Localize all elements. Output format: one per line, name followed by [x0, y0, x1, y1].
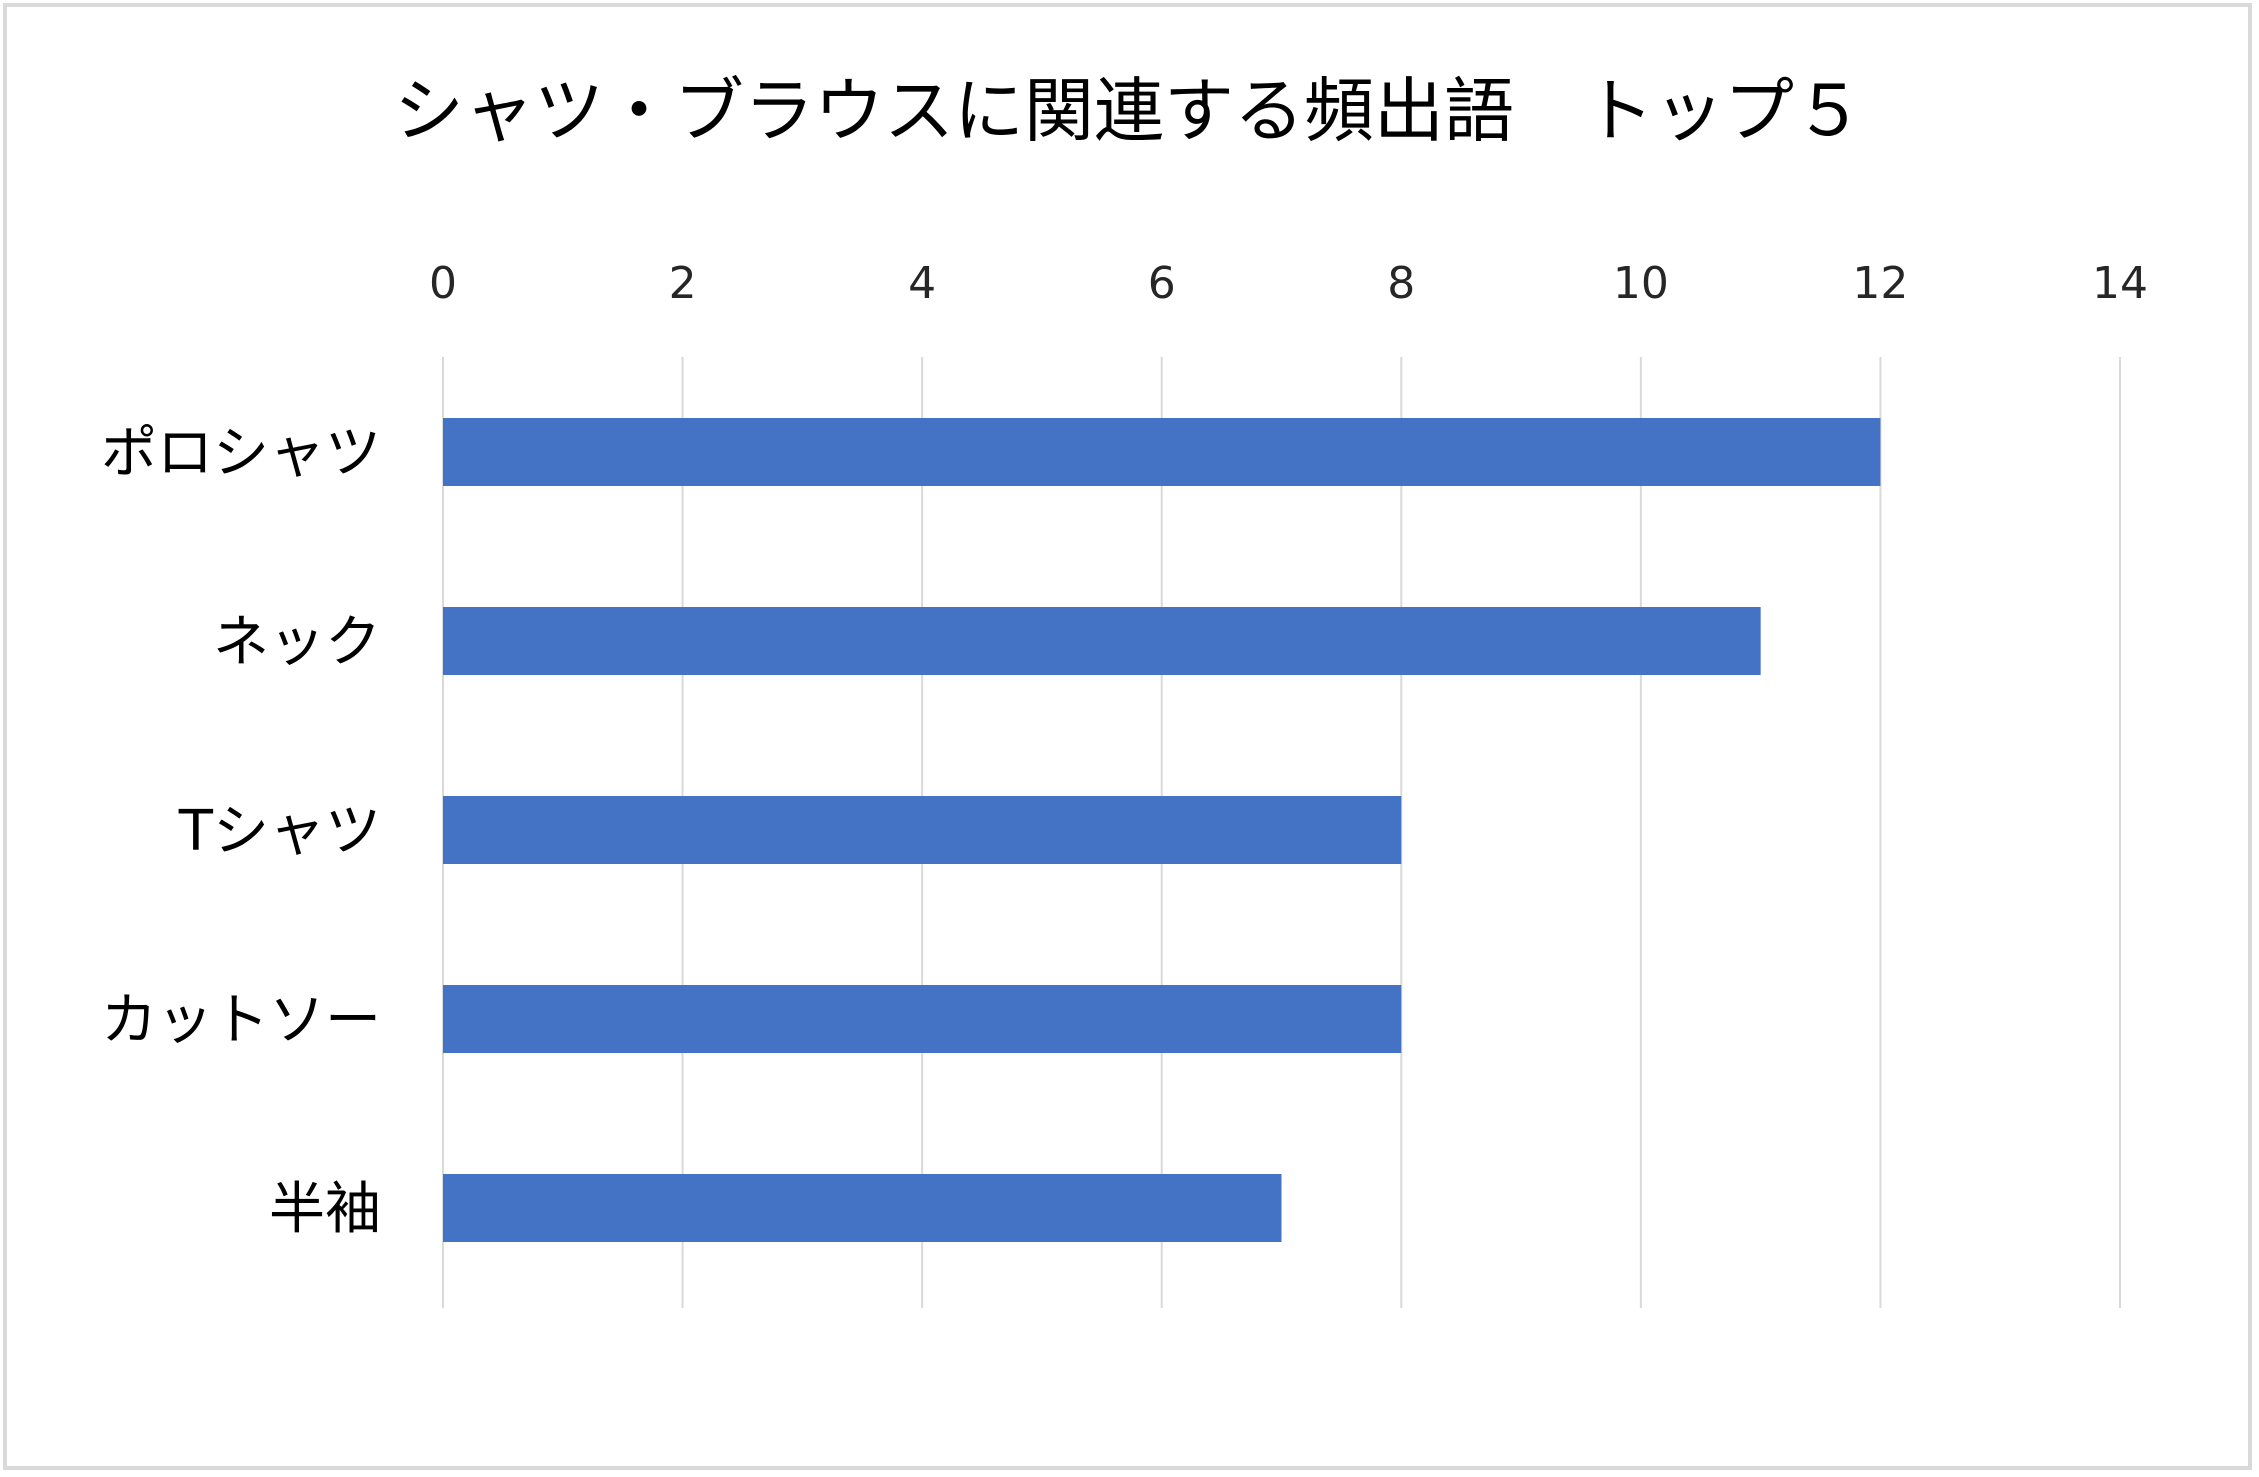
x-tick-label: 6	[1148, 258, 1176, 309]
bar	[443, 1174, 1282, 1242]
x-tick-label: 2	[669, 258, 697, 309]
category-label: 半袖	[269, 1177, 381, 1242]
x-tick-label: 8	[1387, 258, 1415, 309]
bar	[443, 796, 1402, 864]
category-label: ポロシャツ	[101, 421, 381, 486]
bar	[443, 985, 1402, 1053]
x-tick-label: 14	[2092, 258, 2148, 309]
x-tick-label: 4	[908, 258, 936, 309]
chart-title: シャツ・ブラウスに関連する頻出語 トップ５	[394, 70, 1864, 152]
x-tick-label: 10	[1613, 258, 1669, 309]
bars	[443, 418, 1881, 1242]
category-label: カットソー	[101, 988, 381, 1053]
gridlines	[442, 357, 2121, 1308]
category-label: Tシャツ	[178, 799, 381, 864]
bar	[443, 418, 1881, 486]
x-tick-label: 0	[429, 258, 457, 309]
x-tick-label: 12	[1852, 258, 1908, 309]
x-axis-ticks: 0 2 4 6 8 10 12 14	[429, 258, 2148, 309]
category-label: ネック	[213, 610, 381, 675]
bar	[443, 607, 1761, 675]
